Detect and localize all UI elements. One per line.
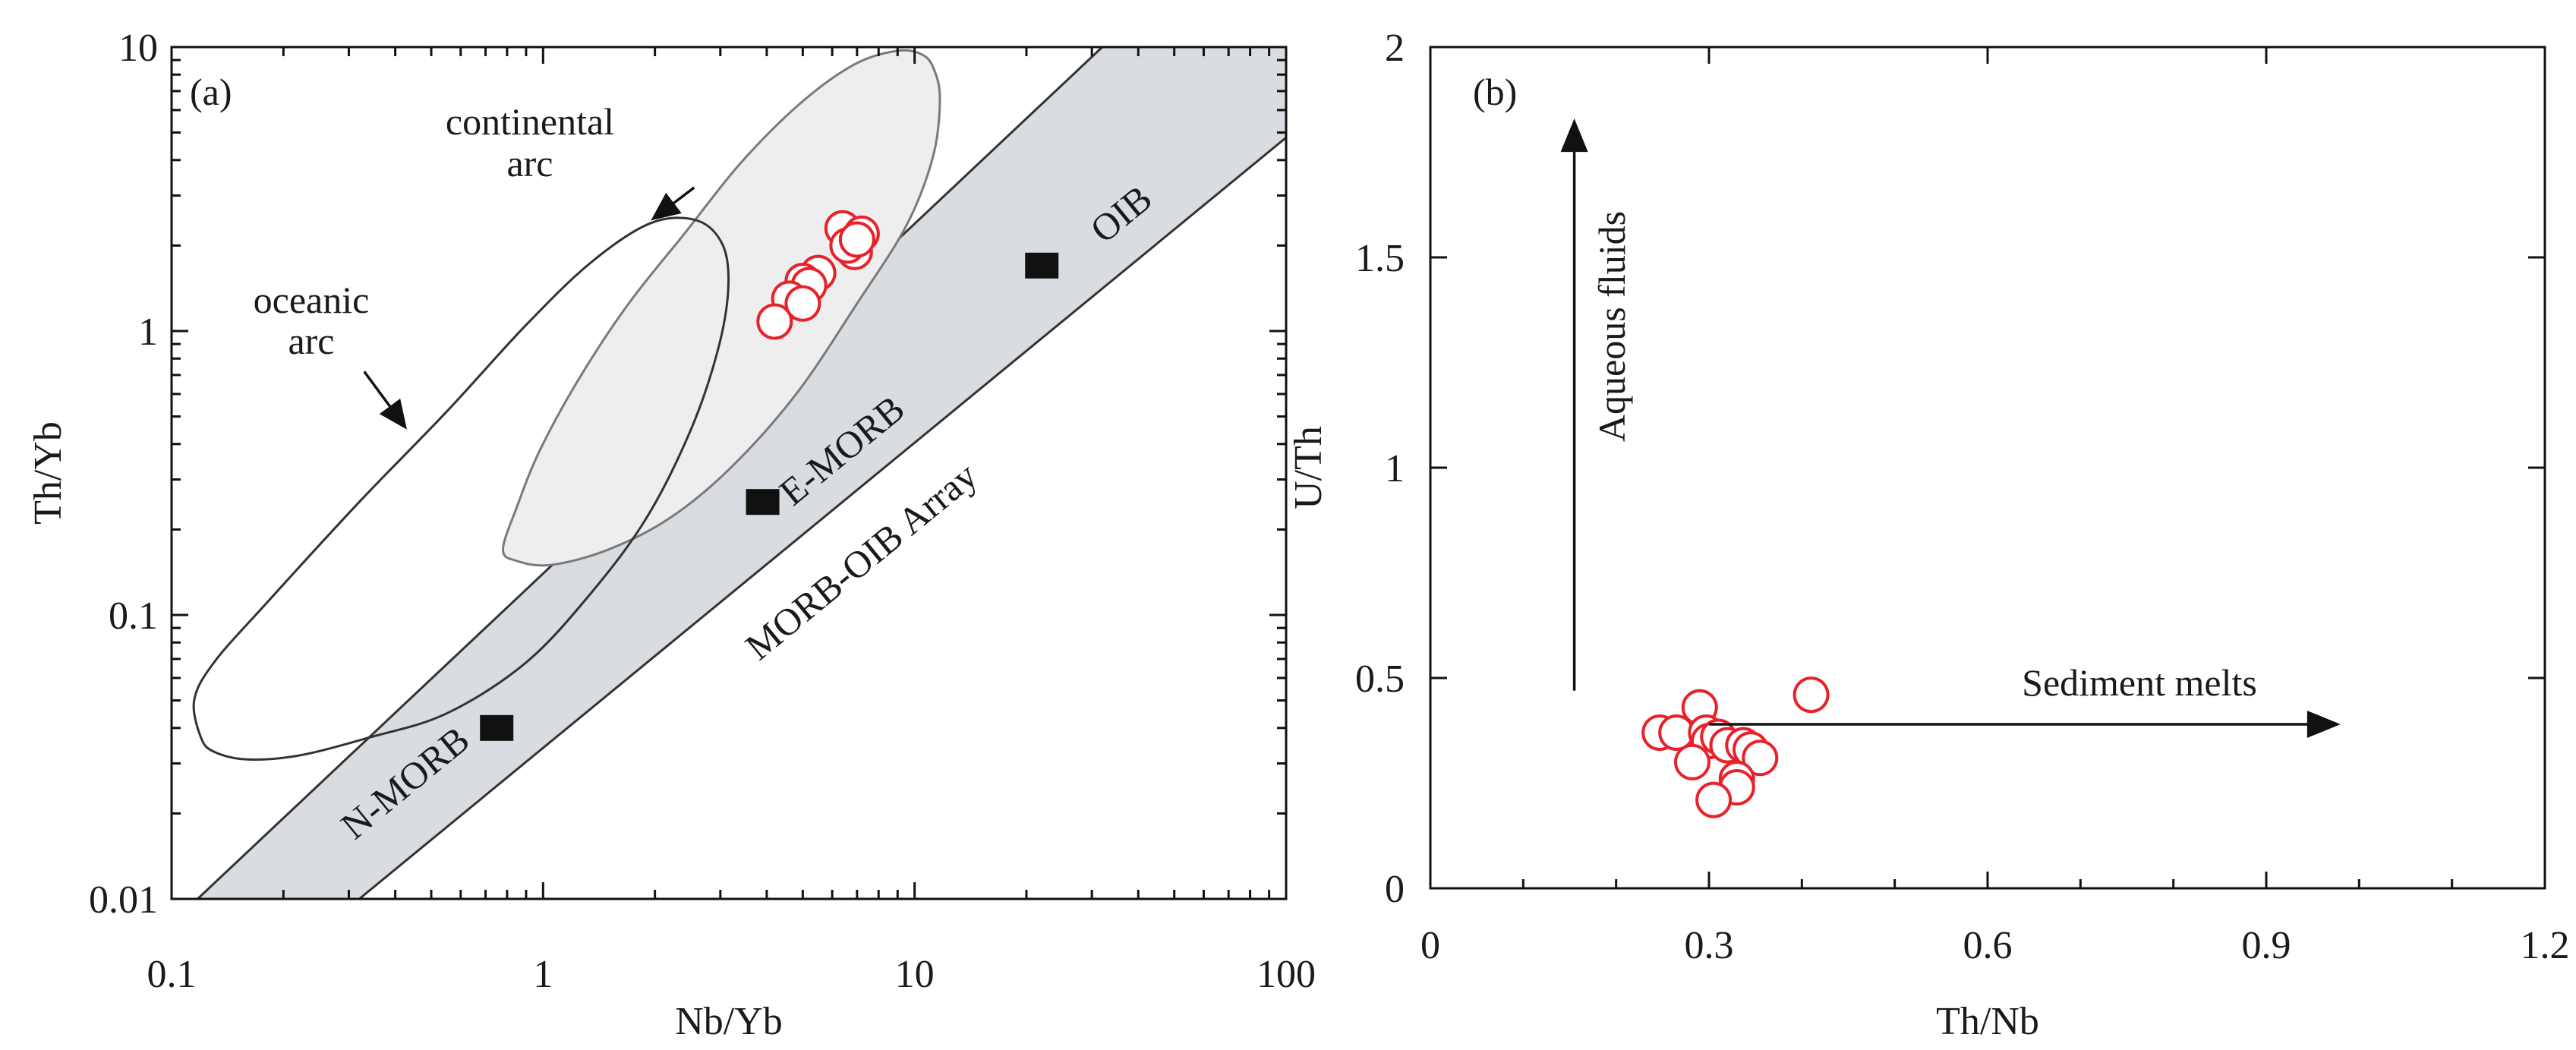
aqueous-fluids-arrow-icon <box>1560 118 1588 153</box>
panel-b-y-tick-labels: 0 0.5 1 1.5 2 <box>1355 27 1405 911</box>
panel-b-frame <box>1429 46 2546 890</box>
y-tick-label: 0.1 <box>109 594 158 638</box>
sample-points <box>1641 676 1830 818</box>
e-morb-marker <box>746 489 780 516</box>
panel-a-th-yb-vs-nb-yb: 0.1 1 10 100 0.01 0.1 1 10 (a) Nb/Yb Th/Yb con… <box>27 27 1316 1043</box>
sample-points <box>756 210 880 340</box>
panel-b-x-axis-title: Th/Nb <box>1936 1000 2039 1043</box>
panel-a-x-tick-labels: 0.1 1 10 100 <box>147 953 1316 996</box>
y-tick-label: 0.01 <box>89 878 158 922</box>
oib-marker <box>1025 252 1059 279</box>
sediment-melts-label: Sediment melts <box>2022 661 2257 704</box>
panel-b-ticks <box>1429 46 2546 890</box>
x-tick-label: 0.6 <box>1963 924 2013 967</box>
x-tick-label: 10 <box>895 953 935 996</box>
sample-point <box>1742 739 1779 777</box>
morb-oib-array-band <box>172 47 1286 899</box>
aqueous-fluids-label: Aqueous fluids <box>1591 211 1633 442</box>
x-tick-label: 0.9 <box>2242 924 2291 967</box>
oceanic-arc-label-line1: oceanic <box>254 279 370 321</box>
panel-a-x-axis-title: Nb/Yb <box>675 1000 783 1043</box>
panel-a-y-tick-labels: 0.01 0.1 1 10 <box>89 27 158 922</box>
x-tick-label: 1 <box>533 953 553 996</box>
sample-point <box>784 285 821 322</box>
sample-point <box>1673 743 1711 780</box>
x-tick-label: 1.2 <box>2521 924 2570 967</box>
sample-point <box>838 221 875 258</box>
panel-b-label: (b) <box>1473 71 1517 113</box>
continental-arc-label-line1: continental <box>446 100 614 143</box>
sediment-melts-arrow-icon <box>2306 710 2341 738</box>
sample-point <box>756 303 793 340</box>
y-tick-label: 1.5 <box>1355 237 1405 280</box>
y-tick-label: 10 <box>118 27 158 70</box>
y-tick-label: 1 <box>138 311 158 354</box>
panel-a-ticks <box>170 47 1286 900</box>
x-tick-label: 0.3 <box>1685 924 1734 967</box>
panel-b-y-axis-title: U/Th <box>1287 426 1330 509</box>
y-tick-label: 0 <box>1385 868 1405 911</box>
panel-b-x-tick-labels: 0 0.3 0.6 0.9 1.2 <box>1420 924 2570 967</box>
sample-point <box>1695 781 1733 818</box>
panel-a-plot-area <box>172 47 1286 899</box>
continental-arc-arrow-icon <box>651 192 682 221</box>
panel-a-label: (a) <box>190 71 232 113</box>
oceanic-arc-label-line2: arc <box>288 320 334 362</box>
oceanic-arc-field <box>192 216 730 761</box>
y-tick-label: 1 <box>1385 447 1405 490</box>
panel-b-plot-area <box>1641 676 1830 818</box>
reference-points <box>480 252 1059 741</box>
x-tick-label: 0 <box>1420 924 1440 967</box>
continental-arc-label-line2: arc <box>506 142 553 184</box>
oceanic-arc-arrow-icon <box>379 399 407 430</box>
sample-point <box>1792 676 1830 714</box>
y-tick-label: 0.5 <box>1355 657 1405 701</box>
panel-a-y-axis-title: Th/Yb <box>27 421 70 525</box>
x-tick-label: 0.1 <box>147 953 197 996</box>
n-morb-marker <box>480 714 514 741</box>
continental-arc-field <box>501 49 941 567</box>
panel-b-u-th-vs-th-nb: 0 0.3 0.6 0.9 1.2 0 0.5 1 1.5 2 (b) Th/Nb U/Th A… <box>1287 27 2570 1043</box>
y-tick-label: 2 <box>1385 27 1405 70</box>
x-tick-label: 100 <box>1256 953 1316 996</box>
panel-a-frame <box>170 46 1288 900</box>
